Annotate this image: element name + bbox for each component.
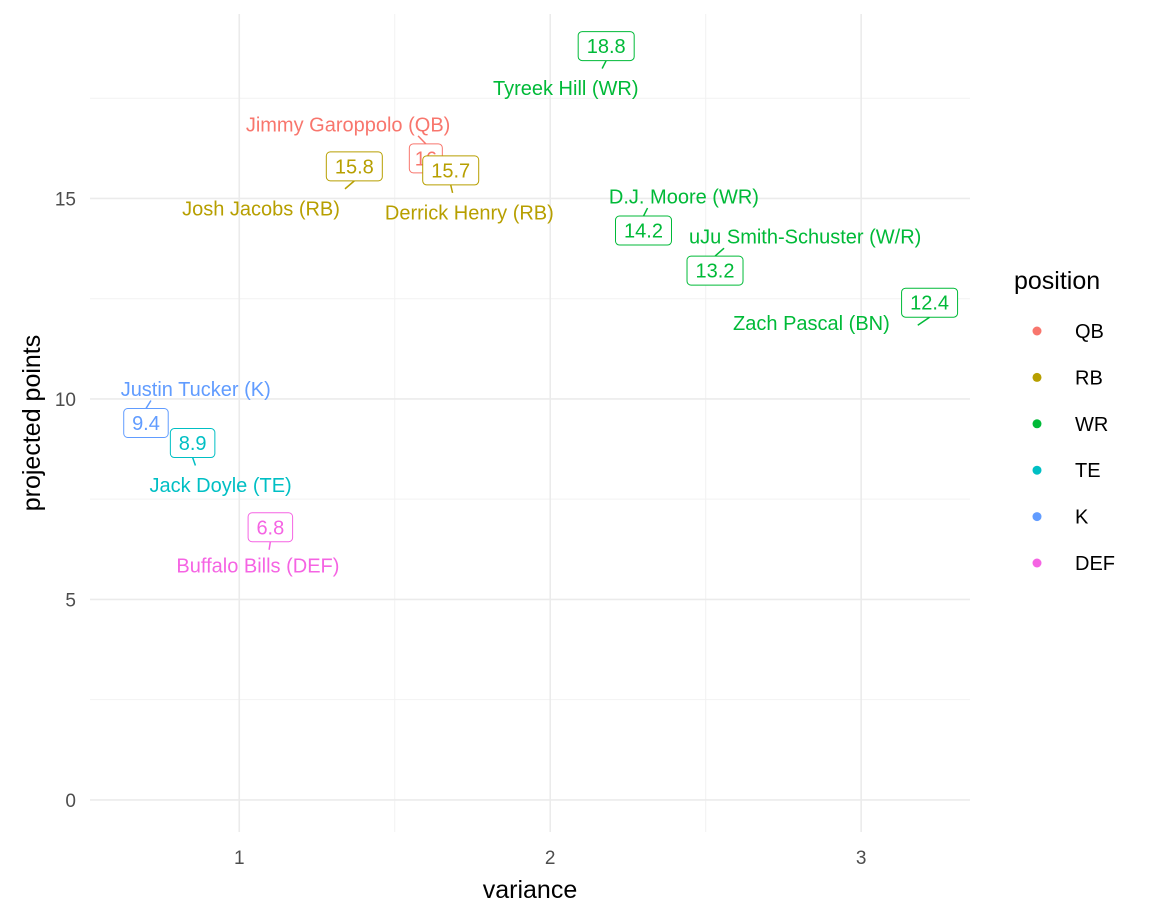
label-leader-line [344, 180, 355, 190]
point-name-label: D.J. Moore (WR) [609, 186, 759, 208]
legend-label: WR [1075, 414, 1108, 436]
label-leader-line [917, 316, 930, 326]
legend-label: DEF [1075, 553, 1115, 575]
value-label: 9.4 [132, 413, 160, 435]
y-tick-label: 15 [55, 189, 76, 210]
point-name-label: Josh Jacobs (RB) [182, 198, 340, 220]
x-axis-title: variance [483, 876, 578, 904]
value-label-box [123, 408, 169, 438]
label-leader-line [449, 184, 454, 194]
minor-gridlines [90, 14, 970, 832]
value-label-box [577, 31, 635, 62]
point-name-label: Jack Doyle (TE) [149, 475, 291, 497]
value-label-box [325, 151, 383, 182]
label-leader-line [145, 400, 152, 409]
legend-swatch [1032, 372, 1042, 382]
legend-swatch [1032, 419, 1042, 429]
label-leader-line [642, 207, 649, 217]
value-label: 8.9 [179, 433, 207, 455]
label-leader-line [268, 541, 272, 550]
x-axis-ticks: 1 2 3 [234, 848, 866, 869]
value-label-box [614, 215, 672, 246]
y-axis-ticks: 0 5 10 15 [55, 189, 76, 811]
legend-title: position [1014, 267, 1100, 295]
legend-swatch [1032, 326, 1042, 336]
y-tick-label: 5 [65, 590, 76, 611]
x-tick-label: 3 [856, 848, 867, 869]
legend-swatch [1032, 512, 1042, 522]
legend-label: K [1075, 507, 1089, 529]
legend-label: QB [1075, 321, 1104, 343]
value-label-box [422, 155, 480, 186]
point-name-label: Zach Pascal (BN) [733, 313, 890, 335]
legend-swatch [1032, 465, 1042, 475]
x-tick-label: 1 [234, 848, 245, 869]
point-name-label: Tyreek Hill (WR) [493, 78, 639, 100]
point-name-label: Justin Tucker (K) [121, 379, 271, 401]
point-name-label: Derrick Henry (RB) [385, 202, 554, 224]
y-tick-label: 10 [55, 390, 76, 411]
major-gridlines [90, 14, 970, 832]
value-label-box [169, 428, 216, 459]
point-name-label: Buffalo Bills (DEF) [176, 555, 339, 577]
value-label: 13.2 [696, 261, 735, 283]
label-leader-line [601, 60, 607, 69]
value-label: 18.8 [587, 36, 626, 58]
legend-label: RB [1075, 367, 1103, 389]
legend-label: TE [1075, 460, 1101, 482]
y-tick-label: 0 [65, 791, 76, 812]
point-name-label: uJu Smith-Schuster (W/R) [689, 227, 921, 249]
value-label: 14.2 [624, 221, 663, 243]
legend: position QB RB WR TE K DEF [1014, 267, 1115, 575]
label-leader-line [417, 135, 427, 145]
value-label: 6.8 [256, 517, 284, 539]
y-axis-title: projected points [18, 335, 46, 512]
value-label-box [686, 255, 744, 286]
value-label: 15.8 [335, 156, 374, 178]
label-leader-line [714, 247, 725, 257]
value-label: 12.4 [910, 293, 949, 315]
value-label-box [247, 512, 294, 543]
point-name-label: Jimmy Garoppolo (QB) [246, 114, 451, 136]
label-leader-line [191, 457, 197, 466]
legend-items: QB RB WR TE K DEF [1032, 321, 1115, 575]
legend-swatch [1032, 558, 1042, 568]
x-tick-label: 2 [545, 848, 556, 869]
value-label-box [901, 287, 959, 318]
value-label: 15.7 [431, 160, 470, 182]
